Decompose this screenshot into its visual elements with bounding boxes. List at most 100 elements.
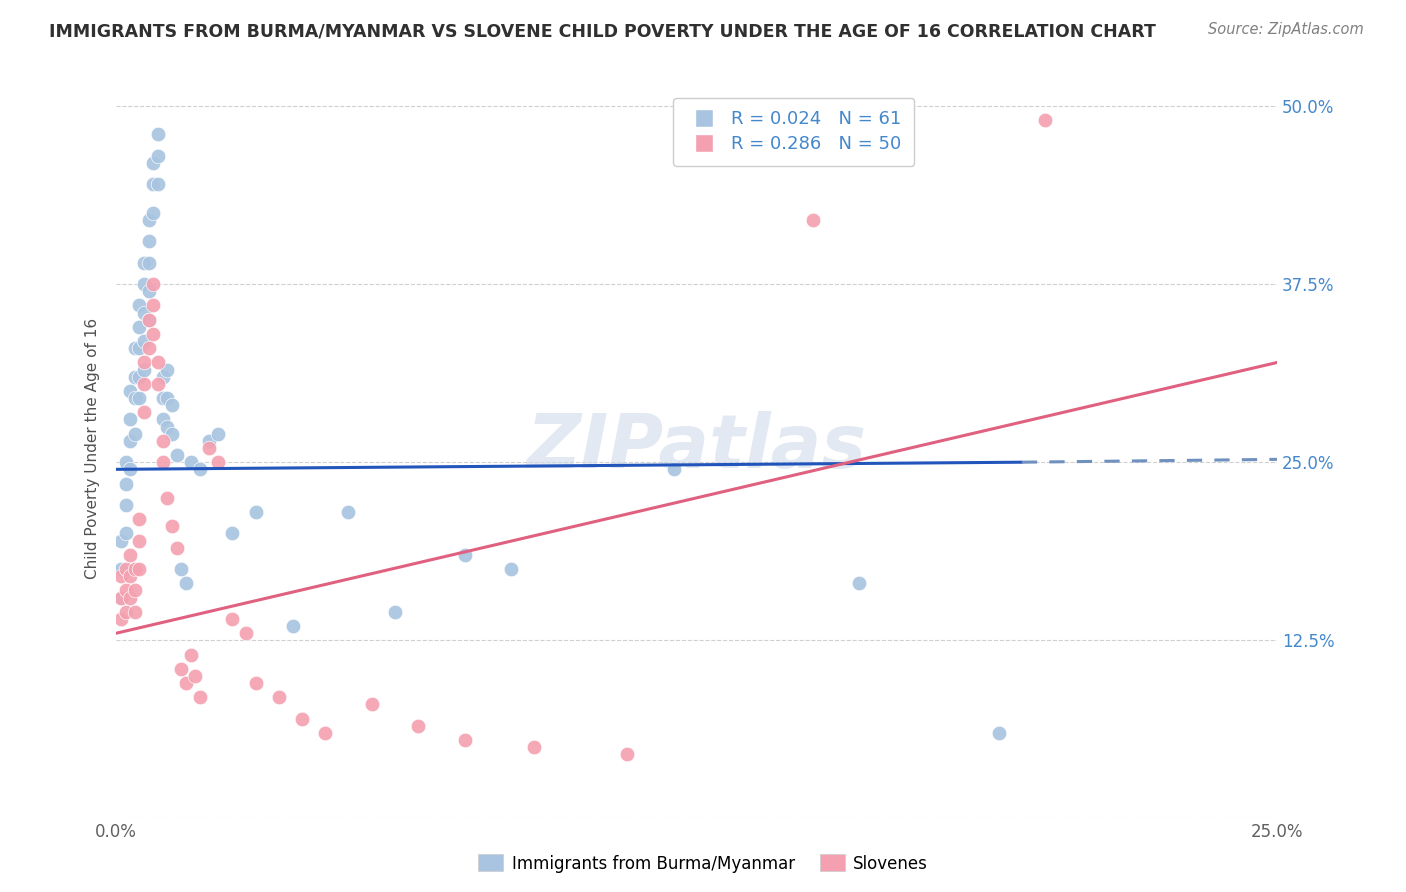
Point: [160, 519, 183, 533]
Point: [453, 548, 475, 562]
Point: [128, 533, 150, 548]
Point: [337, 505, 360, 519]
Point: [616, 747, 638, 762]
Point: [360, 698, 382, 712]
Text: ZIPatlas: ZIPatlas: [527, 411, 866, 484]
Point: [120, 591, 142, 605]
Point: [1033, 113, 1056, 128]
Point: [180, 648, 202, 662]
Point: [142, 178, 165, 192]
Point: [128, 562, 150, 576]
Point: [110, 612, 132, 626]
Point: [146, 149, 169, 163]
Point: [848, 576, 870, 591]
Point: [128, 369, 150, 384]
Point: [120, 462, 142, 476]
Point: [124, 369, 146, 384]
Point: [138, 312, 160, 326]
Point: [156, 362, 179, 376]
Point: [128, 298, 150, 312]
Point: [207, 455, 229, 469]
Point: [110, 569, 132, 583]
Point: [114, 605, 136, 619]
Point: [134, 305, 156, 319]
Point: [235, 626, 257, 640]
Point: [152, 369, 174, 384]
Point: [134, 277, 156, 291]
Point: [110, 533, 132, 548]
Point: [128, 341, 150, 355]
Point: [987, 726, 1010, 740]
Point: [114, 476, 136, 491]
Point: [267, 690, 290, 705]
Point: [120, 384, 142, 398]
Point: [134, 334, 156, 348]
Text: IMMIGRANTS FROM BURMA/MYANMAR VS SLOVENE CHILD POVERTY UNDER THE AGE OF 16 CORRE: IMMIGRANTS FROM BURMA/MYANMAR VS SLOVENE…: [49, 22, 1156, 40]
Point: [245, 676, 267, 690]
Point: [152, 434, 174, 448]
Point: [138, 284, 160, 298]
Point: [245, 505, 267, 519]
Point: [142, 156, 165, 170]
Point: [499, 562, 522, 576]
Point: [314, 726, 336, 740]
Point: [124, 583, 146, 598]
Point: [156, 491, 179, 505]
Point: [124, 426, 146, 441]
Point: [207, 426, 229, 441]
Point: [662, 462, 685, 476]
Point: [124, 562, 146, 576]
Point: [146, 355, 169, 369]
Point: [146, 178, 169, 192]
Point: [120, 412, 142, 426]
Point: [152, 455, 174, 469]
Point: [142, 298, 165, 312]
Point: [110, 562, 132, 576]
Point: [180, 455, 202, 469]
Point: [453, 733, 475, 747]
Point: [120, 569, 142, 583]
Point: [188, 690, 211, 705]
Point: [156, 391, 179, 405]
Point: [160, 426, 183, 441]
Point: [128, 319, 150, 334]
Point: [281, 619, 304, 633]
Point: [138, 213, 160, 227]
Point: [170, 662, 193, 676]
Point: [188, 462, 211, 476]
Point: [120, 548, 142, 562]
Point: [384, 605, 406, 619]
Point: [198, 441, 221, 455]
Point: [134, 362, 156, 376]
Point: [156, 419, 179, 434]
Point: [221, 612, 243, 626]
Point: [114, 498, 136, 512]
Point: [134, 405, 156, 419]
Point: [146, 376, 169, 391]
Point: [134, 376, 156, 391]
Point: [138, 312, 160, 326]
Point: [142, 326, 165, 341]
Point: [174, 576, 197, 591]
Point: [134, 256, 156, 270]
Point: [110, 591, 132, 605]
Point: [114, 583, 136, 598]
Point: [152, 412, 174, 426]
Point: [146, 128, 169, 142]
Point: [142, 277, 165, 291]
Point: [124, 341, 146, 355]
Point: [128, 391, 150, 405]
Point: [184, 669, 207, 683]
Legend: Immigrants from Burma/Myanmar, Slovenes: Immigrants from Burma/Myanmar, Slovenes: [471, 847, 935, 880]
Point: [221, 526, 243, 541]
Point: [128, 512, 150, 526]
Point: [138, 256, 160, 270]
Point: [114, 455, 136, 469]
Point: [523, 740, 546, 755]
Point: [138, 235, 160, 249]
Legend: R = 0.024   N = 61, R = 0.286   N = 50: R = 0.024 N = 61, R = 0.286 N = 50: [673, 97, 914, 166]
Point: [138, 341, 160, 355]
Point: [166, 541, 188, 555]
Point: [152, 391, 174, 405]
Point: [134, 355, 156, 369]
